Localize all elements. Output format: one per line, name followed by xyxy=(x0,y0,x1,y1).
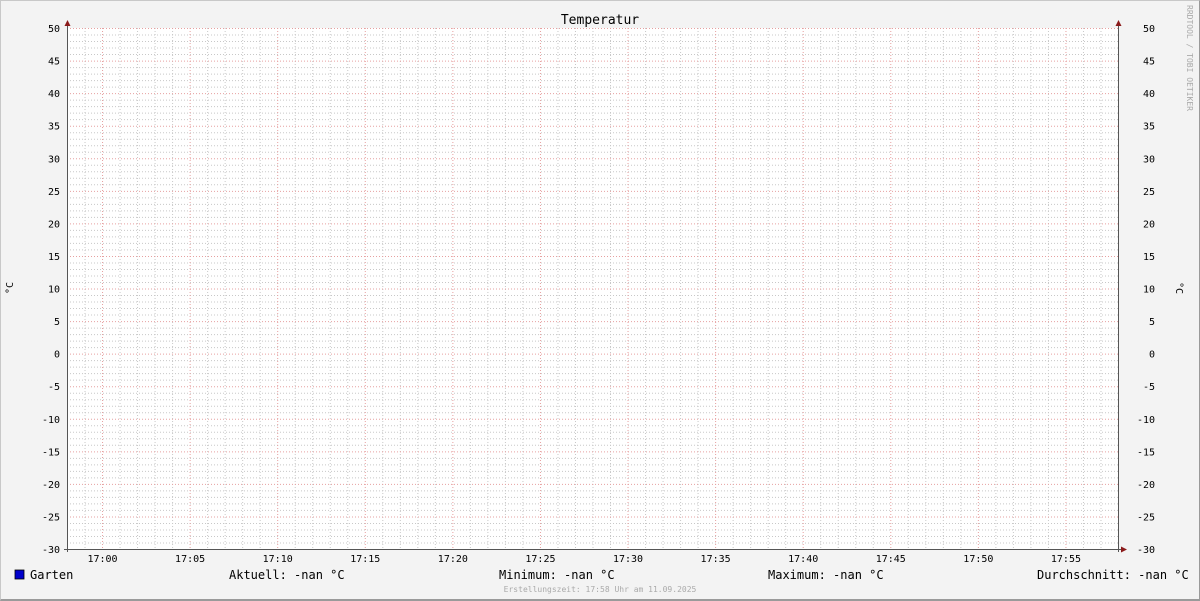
y-axis-label-right: °C xyxy=(1173,282,1184,294)
y-tick-label-left: -25 xyxy=(42,512,60,523)
y-tick-label-right: 45 xyxy=(1143,57,1155,68)
y-tick-label-right: -10 xyxy=(1137,415,1155,426)
y-tick-label-right: 50 xyxy=(1143,24,1155,35)
y-tick-label-right: 35 xyxy=(1143,122,1155,133)
watermark: RRDTOOL / TOBI OETIKER xyxy=(1185,5,1194,111)
y-tick-label-right: -25 xyxy=(1137,512,1155,523)
legend-swatch-garten xyxy=(14,569,25,580)
y-tick-label-right: -30 xyxy=(1137,545,1155,556)
x-tick-label: 17:55 xyxy=(1051,554,1081,565)
y-tick-label-right: 40 xyxy=(1143,89,1155,100)
y-tick-label-right: 10 xyxy=(1143,285,1155,296)
y-tick-label-right: -20 xyxy=(1137,480,1155,491)
y-tick-label-left: 45 xyxy=(48,57,60,68)
x-tick-label: 17:25 xyxy=(525,554,555,565)
x-tick-label: 17:05 xyxy=(175,554,205,565)
y-tick-label-left: 20 xyxy=(48,219,60,230)
y-tick-label-right: 30 xyxy=(1143,154,1155,165)
y-tick-label-left: -20 xyxy=(42,480,60,491)
x-tick-label: 17:00 xyxy=(87,554,117,565)
legend-minimum: Minimum: -nan °C xyxy=(499,568,615,582)
legend-maximum: Maximum: -nan °C xyxy=(768,568,884,582)
legend-average: Durchschnitt: -nan °C xyxy=(1037,568,1189,582)
y-tick-label-left: 30 xyxy=(48,154,60,165)
x-tick-label: 17:50 xyxy=(963,554,993,565)
y-tick-label-right: -15 xyxy=(1137,447,1155,458)
chart-title: Temperatur xyxy=(561,13,639,28)
y-tick-label-left: 40 xyxy=(48,89,60,100)
y-tick-label-right: 15 xyxy=(1143,252,1155,263)
y-tick-label-right: 25 xyxy=(1143,187,1155,198)
x-tick-label: 17:40 xyxy=(788,554,818,565)
y-tick-label-left: -10 xyxy=(42,415,60,426)
legend-series-name: Garten xyxy=(30,568,73,582)
y-tick-label-left: -5 xyxy=(48,382,60,393)
y-tick-label-left: -15 xyxy=(42,447,60,458)
y-axis-label-left: °C xyxy=(5,282,16,294)
y-tick-label-left: 5 xyxy=(54,317,60,328)
y-tick-label-left: 0 xyxy=(54,350,60,361)
x-tick-label: 17:35 xyxy=(701,554,731,565)
y-tick-label-right: 20 xyxy=(1143,219,1155,230)
y-tick-label-right: 5 xyxy=(1149,317,1155,328)
x-tick-label: 17:30 xyxy=(613,554,643,565)
y-tick-label-left: 25 xyxy=(48,187,60,198)
legend-current: Aktuell: -nan °C xyxy=(229,568,345,582)
y-tick-label-right: 0 xyxy=(1149,350,1155,361)
x-tick-label: 17:15 xyxy=(350,554,380,565)
y-axis-right-arrow-icon xyxy=(1115,20,1122,26)
y-tick-label-left: 10 xyxy=(48,285,60,296)
x-tick-label: 17:20 xyxy=(438,554,468,565)
y-tick-label-left: 50 xyxy=(48,24,60,35)
y-axis-arrow-icon xyxy=(64,20,71,26)
x-tick-label: 17:45 xyxy=(876,554,906,565)
x-axis-arrow-icon xyxy=(1121,546,1127,553)
y-tick-label-left: 15 xyxy=(48,252,60,263)
y-tick-label-left: 35 xyxy=(48,122,60,133)
x-tick-label: 17:10 xyxy=(263,554,293,565)
y-tick-label-left: -30 xyxy=(42,545,60,556)
y-tick-label-right: -5 xyxy=(1143,382,1155,393)
footer-timestamp: Erstellungszeit: 17:58 Uhr am 11.09.2025 xyxy=(504,585,697,594)
